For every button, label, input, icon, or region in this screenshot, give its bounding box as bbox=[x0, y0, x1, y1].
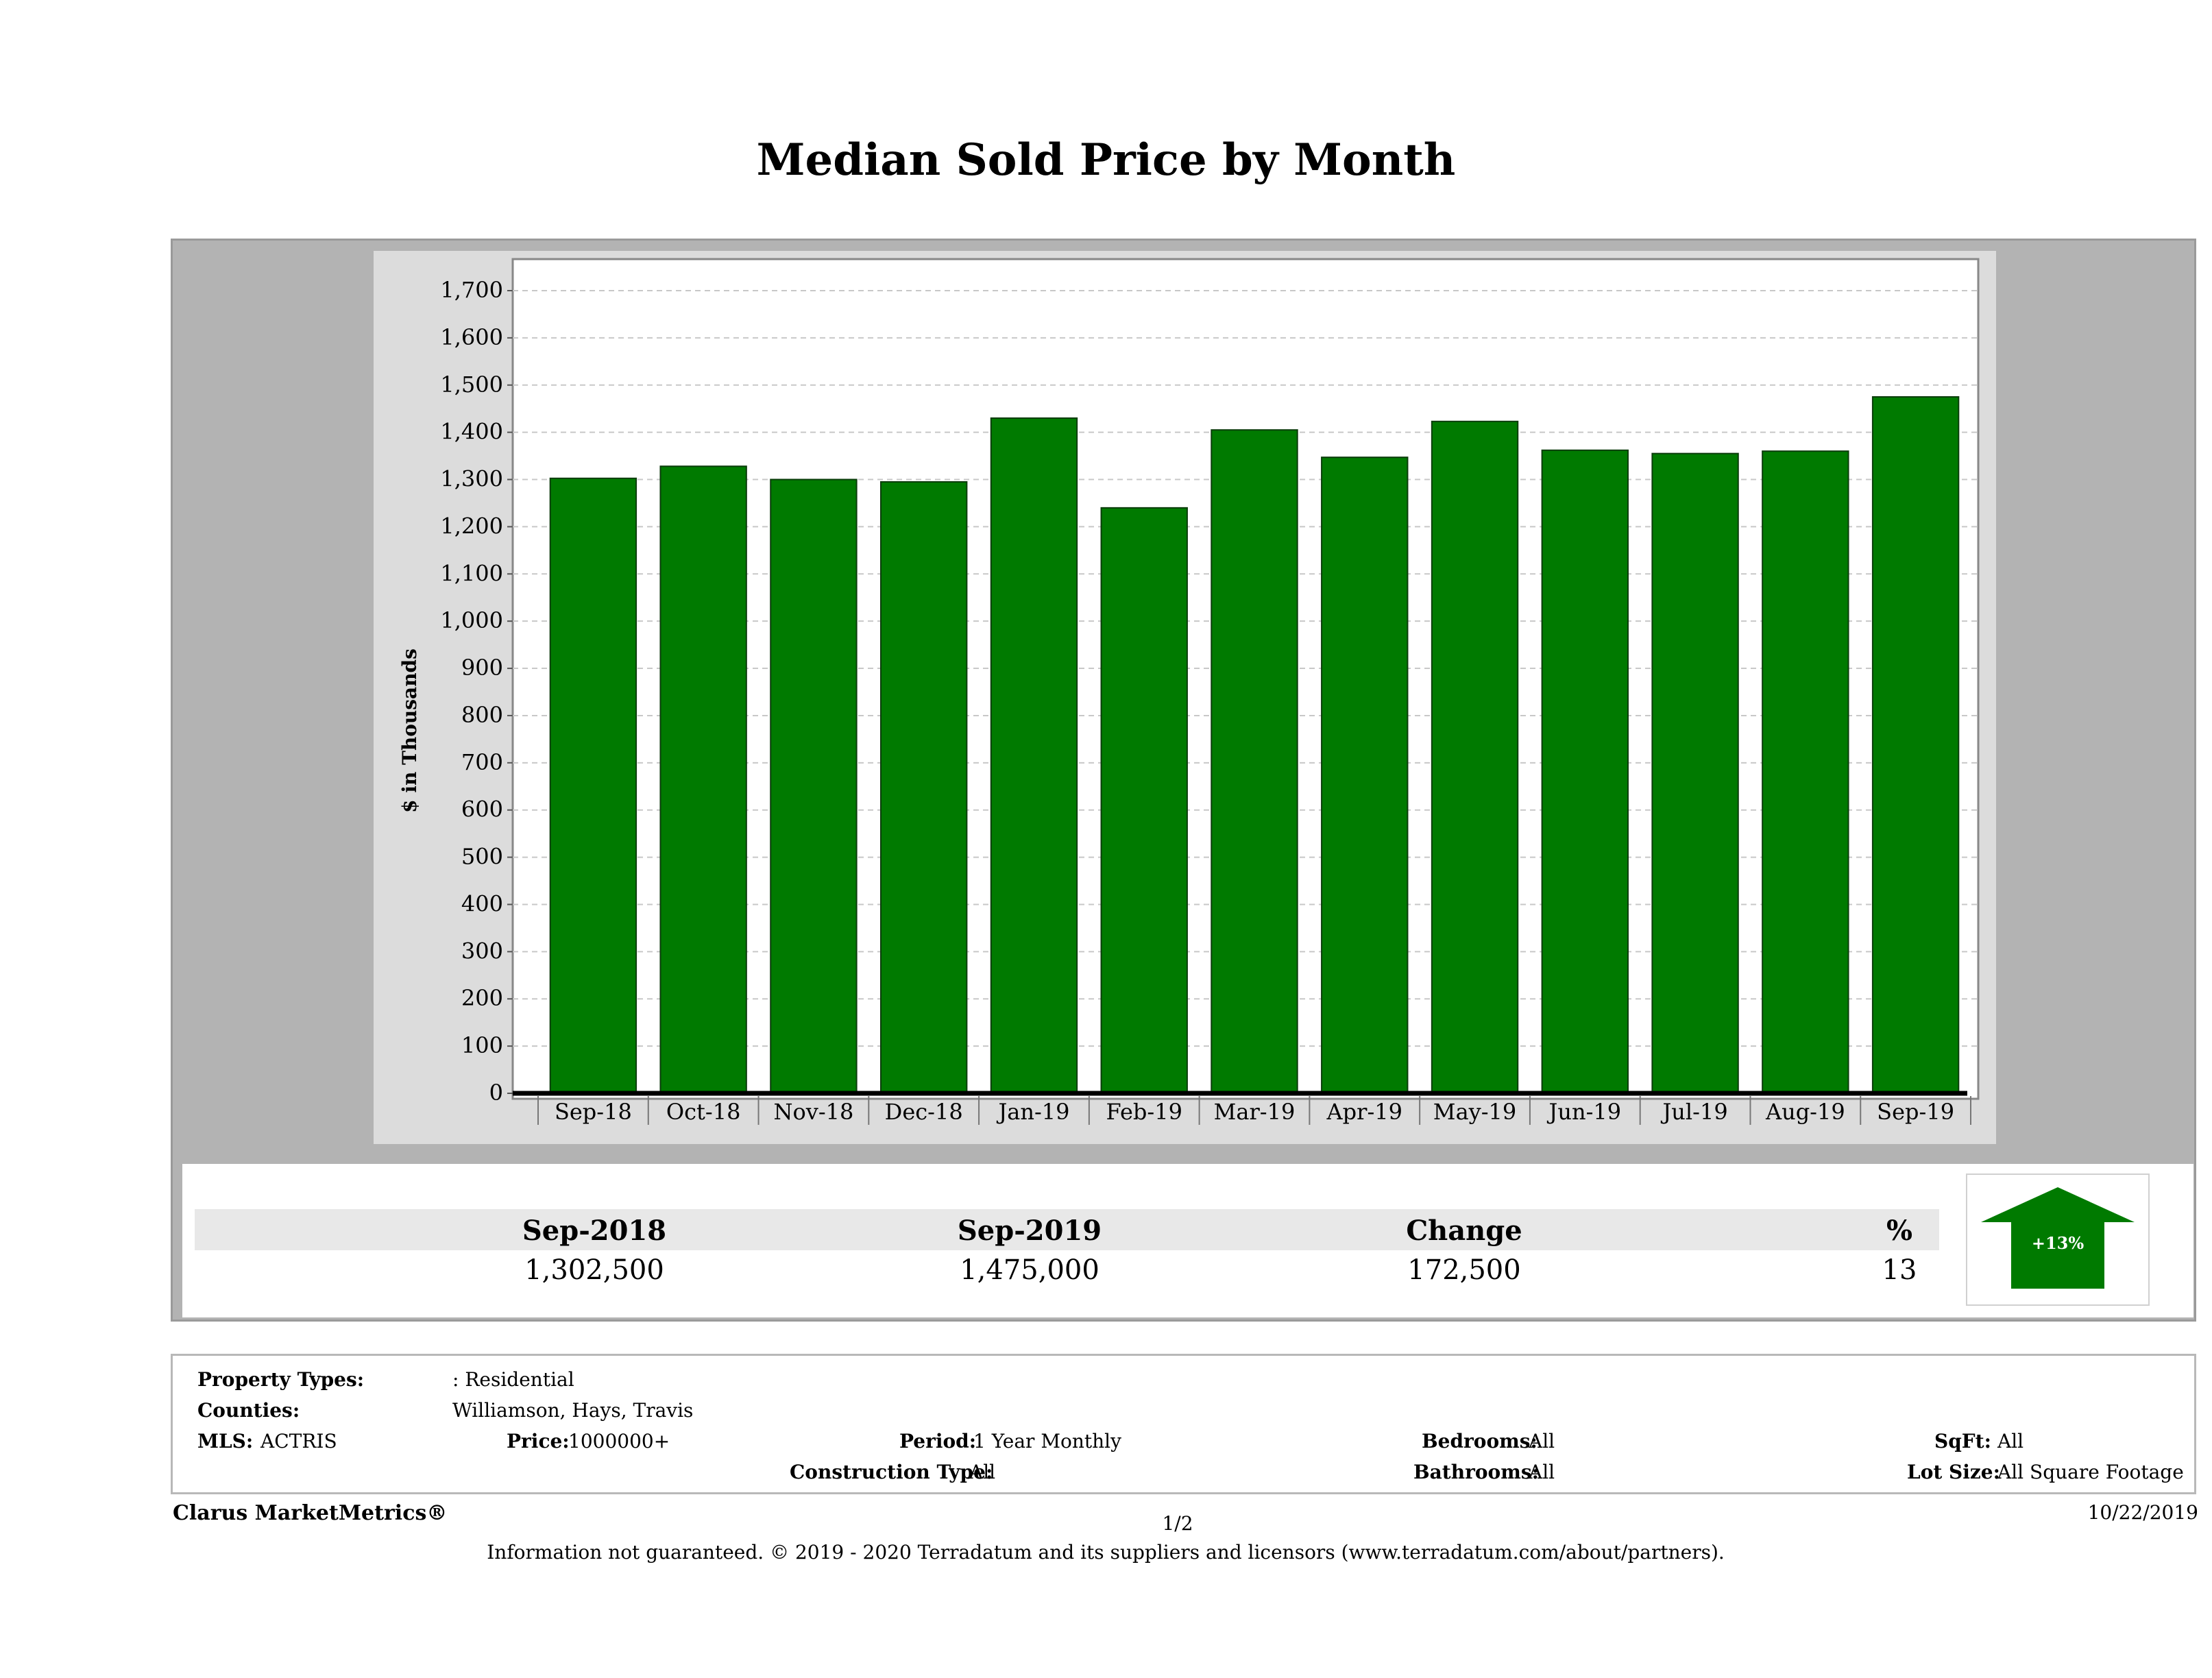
summary-value-row: 1,302,500 1,475,000 172,500 13 bbox=[195, 1250, 1939, 1290]
bar-oct-18 bbox=[659, 465, 747, 1094]
x-tick-label: May-19 bbox=[1433, 1099, 1516, 1125]
y-tick-label: 1,500 bbox=[440, 372, 503, 398]
bar-jan-19 bbox=[990, 417, 1078, 1094]
construction-type-value: All bbox=[969, 1461, 996, 1483]
bar-sep-18 bbox=[549, 477, 637, 1094]
change-indicator: +13% bbox=[1966, 1174, 2150, 1306]
y-tick-label: 1,600 bbox=[440, 324, 503, 350]
y-tick-label: 100 bbox=[461, 1032, 503, 1058]
price-label: Price: bbox=[507, 1430, 570, 1452]
property-types-value: : Residential bbox=[452, 1368, 574, 1391]
x-tick-label: Dec-18 bbox=[885, 1099, 963, 1125]
y-tick-label: 1,300 bbox=[440, 466, 503, 492]
bar-aug-19 bbox=[1762, 450, 1849, 1094]
bar-may-19 bbox=[1431, 420, 1519, 1094]
y-tick-label: 900 bbox=[461, 655, 503, 681]
criteria-box: Property Types: : Residential Counties: … bbox=[171, 1354, 2196, 1494]
y-tick-label: 1,000 bbox=[440, 607, 503, 633]
y-tick-label: 400 bbox=[461, 890, 503, 916]
x-tick-label: Sep-19 bbox=[1877, 1099, 1954, 1125]
summary-percent-value: 13 bbox=[1882, 1254, 1917, 1286]
price-value: 1000000+ bbox=[568, 1430, 670, 1452]
bars bbox=[513, 396, 1967, 1096]
page-title: Median Sold Price by Month bbox=[756, 134, 1456, 186]
summary-end-value: 1,475,000 bbox=[960, 1254, 1099, 1286]
change-percent-label: +13% bbox=[2032, 1233, 2085, 1253]
summary-start-month: Sep-2018 bbox=[522, 1215, 667, 1247]
x-tick-label: Sep-18 bbox=[555, 1099, 632, 1125]
x-tick-label: Jun-19 bbox=[1547, 1099, 1622, 1125]
x-tick-label: Oct-18 bbox=[666, 1099, 741, 1125]
bar-jul-19 bbox=[1651, 452, 1739, 1094]
disclaimer: Information not guaranteed. © 2019 - 202… bbox=[487, 1541, 1725, 1564]
bar-apr-19 bbox=[1321, 457, 1409, 1094]
counties-label: Counties: bbox=[197, 1399, 300, 1422]
summary-end-month: Sep-2019 bbox=[957, 1215, 1102, 1247]
x-tick-label: Nov-18 bbox=[773, 1099, 853, 1125]
mls-value: ACTRIS bbox=[260, 1430, 337, 1452]
x-tick-label: Jan-19 bbox=[996, 1099, 1069, 1125]
y-tick-label: 1,700 bbox=[440, 277, 503, 303]
y-axis-ticks: 0 100 200 300 400 500 600 700 800 900 1,000 1,100 1,… bbox=[440, 277, 513, 1106]
summary-start-value: 1,302,500 bbox=[524, 1254, 664, 1286]
y-tick-label: 1,100 bbox=[440, 560, 503, 586]
period-value: 1 Year Monthly bbox=[973, 1430, 1121, 1452]
y-tick-label: 700 bbox=[461, 749, 503, 775]
x-axis-ticks: Sep-18 Oct-18 Nov-18 Dec-18 Jan-19 Feb-19 Mar-… bbox=[537, 1096, 1971, 1125]
bar-jun-19 bbox=[1541, 449, 1629, 1095]
summary-header-row: Sep-2018 Sep-2019 Change % bbox=[195, 1209, 1939, 1250]
bar-feb-19 bbox=[1100, 507, 1188, 1094]
bar-sep-19 bbox=[1871, 396, 1960, 1094]
bar-mar-19 bbox=[1211, 429, 1298, 1094]
page-number: 1/2 bbox=[1162, 1512, 1193, 1535]
x-tick-label: Jul-19 bbox=[1660, 1099, 1727, 1125]
lot-size-value: All Square Footage bbox=[1997, 1461, 2184, 1483]
y-tick-label: 1,200 bbox=[440, 513, 503, 539]
report-date: 10/22/2019 bbox=[2087, 1501, 2198, 1524]
x-tick-label: Apr-19 bbox=[1326, 1099, 1402, 1125]
bedrooms-label: Bedrooms: bbox=[1422, 1430, 1538, 1452]
y-axis-title: $ in Thousands bbox=[398, 648, 421, 813]
bar-nov-18 bbox=[770, 478, 858, 1094]
summary-change-header: Change bbox=[1406, 1215, 1522, 1247]
property-types-label: Property Types: bbox=[197, 1368, 365, 1391]
y-tick-label: 1,400 bbox=[440, 419, 503, 445]
period-label: Period: bbox=[899, 1430, 977, 1452]
bedrooms-value: All bbox=[1529, 1430, 1555, 1452]
summary-table: Sep-2018 Sep-2019 Change % 1,302,500 1,4… bbox=[182, 1164, 2193, 1317]
y-tick-label: 0 bbox=[489, 1080, 503, 1106]
y-tick-label: 200 bbox=[461, 985, 503, 1011]
sqft-value: All bbox=[1997, 1430, 2024, 1452]
y-tick-label: 800 bbox=[461, 702, 503, 728]
summary-percent-header: % bbox=[1886, 1215, 1913, 1247]
x-tick-label: Feb-19 bbox=[1106, 1099, 1182, 1125]
x-tick-label: Aug-19 bbox=[1765, 1099, 1845, 1125]
bar-chart: 0 100 200 300 400 500 600 700 800 900 1,000 1,100 1,… bbox=[398, 258, 1980, 1125]
summary-change-value: 172,500 bbox=[1407, 1254, 1521, 1286]
sqft-label: SqFt: bbox=[1934, 1430, 1991, 1452]
x-tick-label: Mar-19 bbox=[1214, 1099, 1296, 1125]
bathrooms-value: All bbox=[1529, 1461, 1555, 1483]
up-arrow-icon: +13% bbox=[1981, 1187, 2135, 1289]
counties-value: Williamson, Hays, Travis bbox=[452, 1399, 694, 1422]
brand-name: Clarus MarketMetrics® bbox=[173, 1501, 448, 1525]
bar-dec-18 bbox=[879, 481, 968, 1095]
mls-label: MLS: bbox=[197, 1430, 254, 1452]
lot-size-label: Lot Size: bbox=[1907, 1461, 2000, 1483]
y-tick-label: 500 bbox=[461, 844, 503, 870]
y-tick-label: 300 bbox=[461, 938, 503, 964]
y-tick-label: 600 bbox=[461, 797, 503, 823]
bathrooms-label: Bathrooms: bbox=[1413, 1461, 1539, 1483]
construction-type-label: Construction Type: bbox=[790, 1461, 993, 1483]
